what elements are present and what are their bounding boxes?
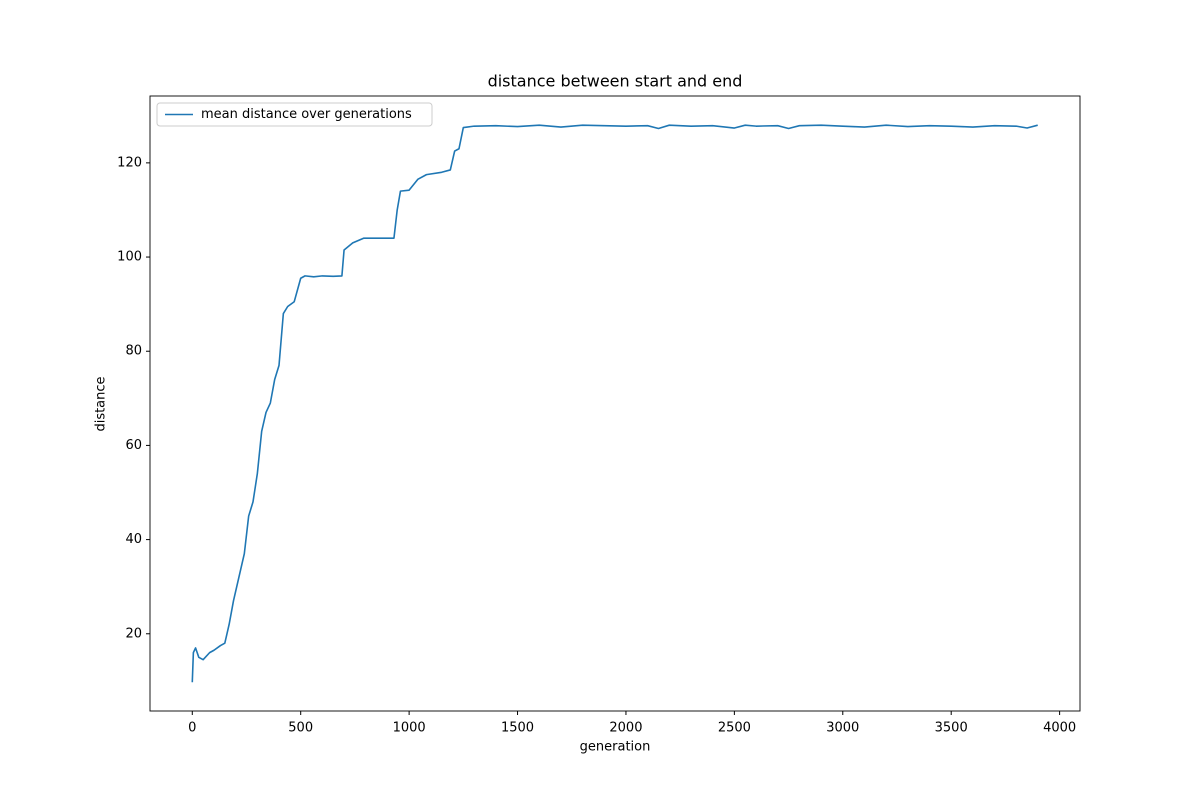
x-tick-label: 2500: [718, 721, 751, 736]
y-tick-label: 100: [117, 250, 142, 265]
x-tick-label: 4000: [1043, 721, 1076, 736]
x-tick-label: 1000: [393, 721, 426, 736]
x-axis-label: generation: [580, 740, 651, 755]
y-axis-label: distance: [94, 376, 109, 431]
x-tick-label: 1500: [501, 721, 534, 736]
data-line: [191, 124, 1038, 683]
y-tick-label: 20: [125, 626, 142, 641]
plot-frame: [149, 95, 1081, 712]
x-tick-label: 0: [188, 721, 196, 736]
chart-title: distance between start and end: [488, 72, 743, 91]
y-tick-label: 80: [125, 344, 142, 359]
legend-box: [156, 102, 433, 127]
y-tick-label: 60: [125, 438, 142, 453]
x-tick-label: 500: [288, 721, 313, 736]
x-tick-label: 3500: [935, 721, 968, 736]
y-tick-label: 120: [117, 155, 142, 170]
legend-label: mean distance over generations: [201, 107, 412, 122]
x-tick-label: 2000: [609, 721, 642, 736]
y-tick-label: 40: [125, 532, 142, 547]
x-tick-label: 3000: [826, 721, 859, 736]
